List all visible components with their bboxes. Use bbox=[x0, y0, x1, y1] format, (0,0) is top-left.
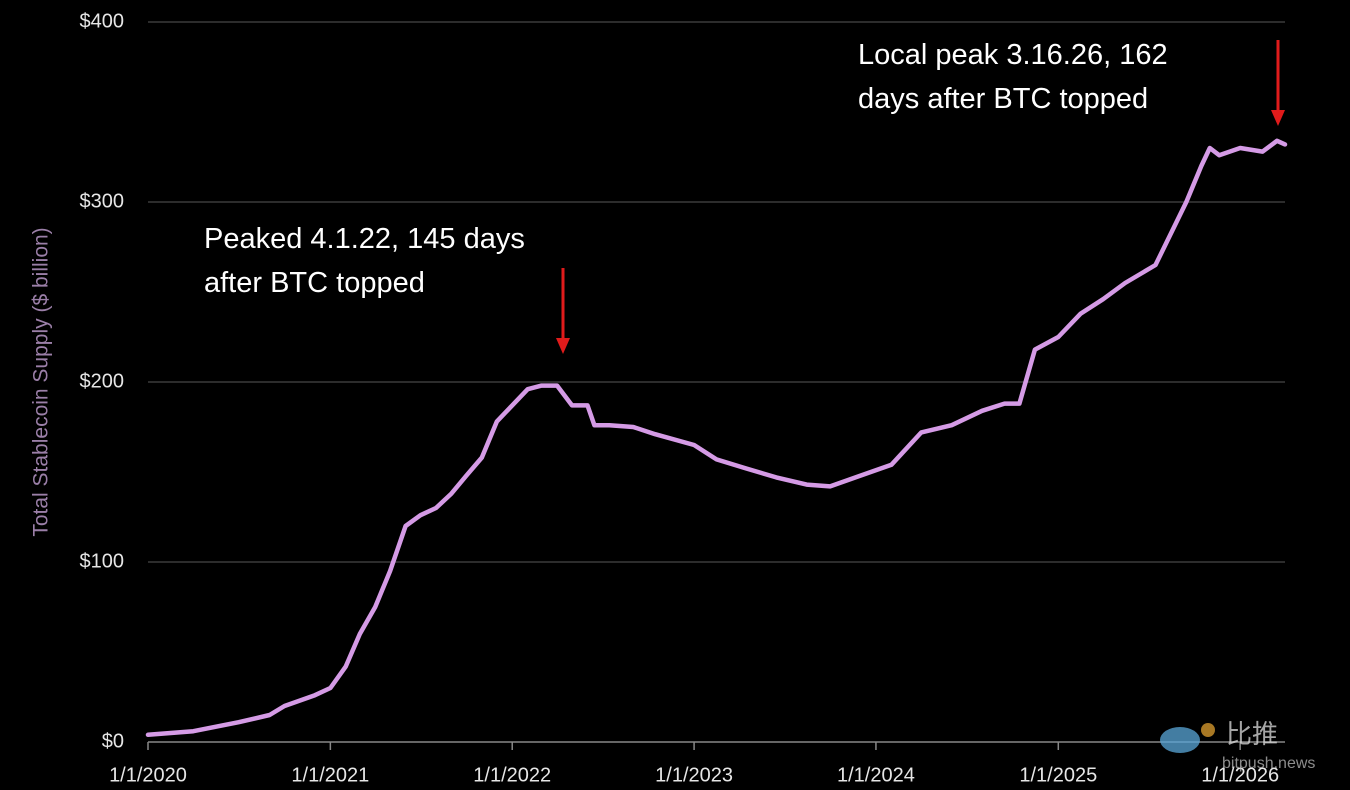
x-tick-label: 1/1/2020 bbox=[109, 764, 187, 786]
y-tick-label: $300 bbox=[80, 190, 125, 212]
watermark-name: 比推 bbox=[1226, 719, 1278, 749]
x-tick-label: 1/1/2022 bbox=[473, 764, 551, 786]
y-tick-label: $100 bbox=[80, 550, 125, 572]
y-axis-label: Total Stablecoin Supply ($ billion) bbox=[30, 227, 53, 536]
x-tick-label: 1/1/2024 bbox=[837, 764, 915, 786]
x-tick-label: 1/1/2026 bbox=[1201, 764, 1279, 786]
watermark: 比推 bitpush.news bbox=[1160, 719, 1315, 772]
annotation: Peaked 4.1.22, 145 days bbox=[204, 223, 525, 255]
y-tick-label: $200 bbox=[80, 370, 125, 392]
x-tick-label: 1/1/2023 bbox=[655, 764, 733, 786]
arrow bbox=[1271, 40, 1285, 126]
y-tick-label: $400 bbox=[80, 10, 125, 32]
y-tick-label: $0 bbox=[102, 730, 124, 752]
annotation: after BTC topped bbox=[204, 267, 425, 299]
watermark-site: bitpush.news bbox=[1222, 755, 1315, 772]
arrow bbox=[556, 268, 570, 354]
annotation: days after BTC topped bbox=[858, 83, 1148, 115]
annotation: Local peak 3.16.26, 162 bbox=[858, 39, 1168, 71]
data-line bbox=[145, 138, 1288, 738]
x-tick-label: 1/1/2025 bbox=[1019, 764, 1097, 786]
x-tick-label: 1/1/2021 bbox=[291, 764, 369, 786]
